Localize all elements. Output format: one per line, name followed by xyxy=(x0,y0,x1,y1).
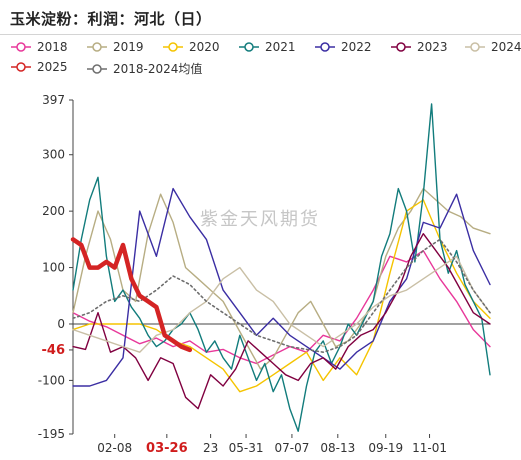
legend-label: 2018 xyxy=(37,40,68,54)
axes: 397 300 200 100 0 -46 -100 -195 02-08 03-26 23 05-3… xyxy=(38,93,490,456)
x-tick-label: 02-08 xyxy=(97,441,132,455)
title-divider xyxy=(0,34,521,35)
legend-marker-icon xyxy=(315,42,335,52)
x-tick-label: 08-13 xyxy=(320,441,355,455)
chart-title: 玉米淀粉：利润：河北（日） xyxy=(10,10,212,28)
legend-item-2018[interactable]: 2018 xyxy=(10,40,68,54)
legend-item-2020[interactable]: 2020 xyxy=(162,40,220,54)
legend-label: 2024 xyxy=(491,40,521,54)
y-tick-label: -195 xyxy=(38,427,65,441)
series-line-2023 xyxy=(72,232,491,410)
series-line-2019 xyxy=(72,187,491,370)
x-tick-label: 07-07 xyxy=(274,441,309,455)
y-tick-label: 200 xyxy=(42,204,65,218)
watermark: 紫金天风期货 xyxy=(200,209,320,230)
series-lines xyxy=(70,103,491,432)
x-tick-label: 03-26 xyxy=(146,441,188,456)
legend-item-2025[interactable]: 2025 xyxy=(10,60,68,74)
y-tick-label: -100 xyxy=(38,373,65,387)
legend-marker-icon xyxy=(239,42,259,52)
legend-item-2022[interactable]: 2022 xyxy=(314,40,372,54)
series-line-2025 xyxy=(70,237,193,353)
legend-label: 2025 xyxy=(37,60,68,74)
x-tick-label: 23 xyxy=(203,441,218,455)
series-line-2022 xyxy=(72,187,491,387)
legend-marker-icon xyxy=(87,42,107,52)
x-tick-label: 11-01 xyxy=(412,441,447,455)
legend-item-2019[interactable]: 2019 xyxy=(86,40,144,54)
legend-item-2021[interactable]: 2021 xyxy=(238,40,296,54)
legend-label: 2022 xyxy=(341,40,372,54)
y-tick-label: 397 xyxy=(42,93,65,107)
y-tick-label: 300 xyxy=(42,148,65,162)
series-line-2018 xyxy=(72,249,491,365)
legend-marker-icon xyxy=(11,42,31,52)
legend-marker-icon xyxy=(163,42,183,52)
legend-marker-icon xyxy=(11,62,31,72)
series-line-2024 xyxy=(72,255,491,353)
legend-label: 2018-2024均值 xyxy=(113,62,203,76)
y-tick-label: -46 xyxy=(42,343,66,358)
x-tick-label: 09-19 xyxy=(368,441,403,455)
legend-marker-icon xyxy=(87,63,107,74)
legend-label: 2023 xyxy=(417,40,448,54)
legend-marker-icon xyxy=(391,42,411,52)
legend-label: 2020 xyxy=(189,40,220,54)
y-tick-label: 0 xyxy=(57,317,65,331)
legend-marker-icon xyxy=(465,42,485,52)
x-tick-label: 05-31 xyxy=(229,441,264,455)
y-tick-label: 100 xyxy=(42,261,65,275)
legend-item-2024[interactable]: 2024 xyxy=(464,40,521,54)
legend-item-2018-2024均值[interactable]: 2018-2024均值 xyxy=(86,60,202,77)
legend-label: 2019 xyxy=(113,40,144,54)
legend-item-2023[interactable]: 2023 xyxy=(390,40,448,54)
series-line-2021 xyxy=(72,103,491,432)
legend-label: 2021 xyxy=(265,40,296,54)
